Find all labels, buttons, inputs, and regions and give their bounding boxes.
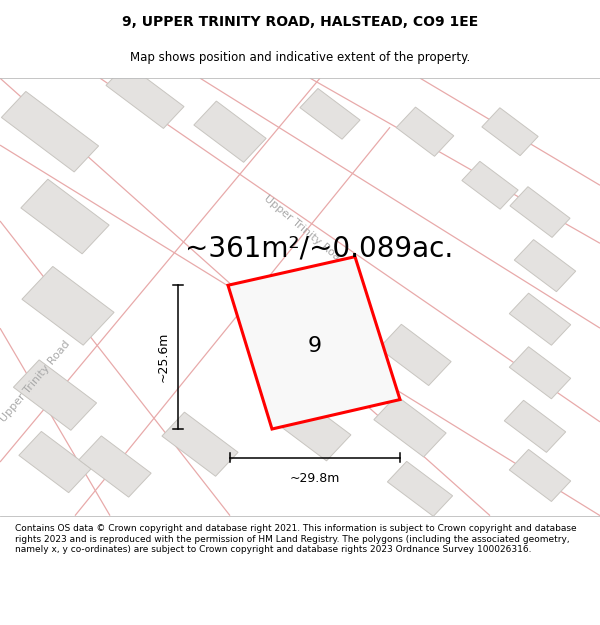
Polygon shape (510, 187, 570, 238)
Polygon shape (22, 266, 114, 345)
Polygon shape (300, 89, 360, 139)
Polygon shape (79, 436, 151, 497)
Polygon shape (388, 461, 452, 516)
Polygon shape (374, 396, 446, 457)
Polygon shape (194, 101, 266, 162)
Polygon shape (162, 412, 238, 476)
Text: ~361m²/~0.089ac.: ~361m²/~0.089ac. (185, 234, 453, 262)
Polygon shape (19, 431, 91, 492)
Polygon shape (396, 107, 454, 156)
Polygon shape (269, 392, 351, 461)
Text: ~25.6m: ~25.6m (157, 332, 170, 382)
Polygon shape (462, 161, 518, 209)
Polygon shape (509, 293, 571, 345)
Polygon shape (21, 179, 109, 254)
Polygon shape (1, 91, 98, 172)
Text: Upper Trinity Road: Upper Trinity Road (262, 193, 347, 267)
Polygon shape (514, 239, 576, 292)
Polygon shape (13, 360, 97, 430)
Polygon shape (509, 449, 571, 501)
Polygon shape (106, 64, 184, 129)
Polygon shape (379, 324, 451, 386)
Text: Contains OS data © Crown copyright and database right 2021. This information is : Contains OS data © Crown copyright and d… (15, 524, 577, 554)
Text: Upper Trinity Road: Upper Trinity Road (0, 339, 72, 424)
Polygon shape (228, 257, 400, 429)
Text: ~29.8m: ~29.8m (290, 472, 340, 485)
Polygon shape (504, 400, 566, 452)
Polygon shape (509, 347, 571, 399)
Polygon shape (482, 107, 538, 156)
Text: Map shows position and indicative extent of the property.: Map shows position and indicative extent… (130, 51, 470, 64)
Text: 9: 9 (308, 336, 322, 356)
Text: 9, UPPER TRINITY ROAD, HALSTEAD, CO9 1EE: 9, UPPER TRINITY ROAD, HALSTEAD, CO9 1EE (122, 15, 478, 29)
